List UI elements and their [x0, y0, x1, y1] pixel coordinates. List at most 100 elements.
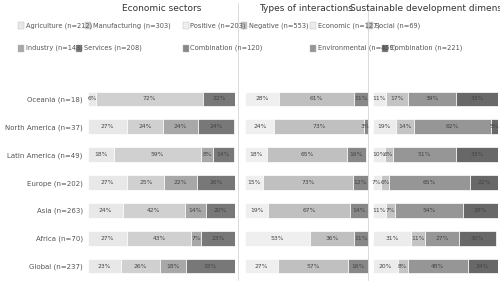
- Text: 14%: 14%: [188, 208, 202, 213]
- Bar: [372, 203, 386, 218]
- Bar: [278, 259, 348, 273]
- Text: 65%: 65%: [422, 180, 436, 185]
- Text: 28%: 28%: [474, 208, 486, 213]
- Bar: [264, 175, 353, 190]
- Bar: [280, 92, 354, 106]
- Text: 33%: 33%: [470, 152, 484, 157]
- Text: 11%: 11%: [354, 236, 368, 241]
- Bar: [245, 203, 268, 218]
- Text: 24%: 24%: [209, 124, 222, 129]
- Text: 11%: 11%: [372, 208, 386, 213]
- Text: 65%: 65%: [300, 152, 314, 157]
- Bar: [88, 259, 122, 273]
- Text: 57%: 57%: [306, 264, 320, 269]
- Bar: [198, 119, 234, 134]
- Text: 28%: 28%: [256, 96, 269, 101]
- Text: 30%: 30%: [471, 236, 484, 241]
- Text: 16%: 16%: [350, 152, 363, 157]
- Text: 43%: 43%: [152, 236, 166, 241]
- Text: 11%: 11%: [412, 236, 425, 241]
- Bar: [245, 259, 278, 273]
- Bar: [88, 175, 128, 190]
- Bar: [186, 259, 235, 273]
- Bar: [396, 119, 414, 134]
- Text: Economic (n=127): Economic (n=127): [318, 22, 380, 29]
- Text: 12%: 12%: [354, 180, 367, 185]
- Bar: [274, 119, 364, 134]
- Text: Industry (n=143): Industry (n=143): [26, 45, 82, 51]
- Bar: [185, 203, 206, 218]
- Text: 10%: 10%: [372, 152, 386, 157]
- Text: 48%: 48%: [431, 264, 444, 269]
- Bar: [468, 259, 498, 273]
- Bar: [408, 92, 456, 106]
- Text: 26%: 26%: [209, 180, 222, 185]
- Text: Environmental (n=459): Environmental (n=459): [318, 45, 396, 51]
- Text: 39%: 39%: [425, 96, 438, 101]
- Bar: [128, 231, 191, 246]
- Bar: [245, 119, 274, 134]
- Bar: [456, 92, 498, 106]
- Bar: [372, 147, 385, 162]
- Bar: [196, 175, 235, 190]
- Bar: [202, 92, 235, 106]
- Bar: [386, 203, 395, 218]
- Bar: [382, 175, 389, 190]
- Text: 31%: 31%: [385, 236, 398, 241]
- Bar: [386, 92, 407, 106]
- Text: Social (n=69): Social (n=69): [376, 22, 420, 29]
- Bar: [372, 259, 398, 273]
- Text: 18%: 18%: [250, 152, 262, 157]
- Text: 27%: 27%: [435, 236, 448, 241]
- Text: 33%: 33%: [470, 96, 484, 101]
- Text: 27%: 27%: [255, 264, 268, 269]
- Text: Combination (n=120): Combination (n=120): [190, 45, 263, 51]
- Text: Negative (n=553): Negative (n=553): [249, 22, 308, 29]
- Bar: [372, 175, 382, 190]
- Text: 24%: 24%: [476, 264, 489, 269]
- Text: 14%: 14%: [216, 152, 230, 157]
- Text: 27%: 27%: [100, 180, 114, 185]
- Text: 3%: 3%: [361, 124, 370, 129]
- Text: 62%: 62%: [446, 124, 459, 129]
- Bar: [491, 119, 498, 134]
- Bar: [462, 203, 498, 218]
- Text: 6%: 6%: [384, 152, 394, 157]
- Bar: [123, 203, 185, 218]
- Bar: [408, 259, 468, 273]
- Bar: [395, 203, 462, 218]
- Text: 25%: 25%: [139, 180, 152, 185]
- Bar: [372, 119, 396, 134]
- Text: 67%: 67%: [302, 208, 316, 213]
- Text: Combination (n=221): Combination (n=221): [390, 45, 462, 51]
- Bar: [201, 231, 235, 246]
- Text: 27%: 27%: [100, 124, 114, 129]
- Text: 72%: 72%: [142, 96, 156, 101]
- Text: 22%: 22%: [477, 180, 490, 185]
- Text: 36%: 36%: [326, 236, 338, 241]
- Text: 8%: 8%: [398, 264, 407, 269]
- Text: Types of interactions: Types of interactions: [260, 4, 353, 13]
- Bar: [122, 259, 160, 273]
- Text: 24%: 24%: [138, 124, 151, 129]
- Bar: [392, 147, 456, 162]
- Text: 24%: 24%: [98, 208, 112, 213]
- Text: 20%: 20%: [214, 208, 227, 213]
- Text: 20%: 20%: [378, 264, 392, 269]
- Text: Economic sectors: Economic sectors: [122, 4, 201, 13]
- Bar: [128, 175, 164, 190]
- Bar: [310, 231, 354, 246]
- Text: 19%: 19%: [378, 124, 391, 129]
- Text: 23%: 23%: [98, 264, 111, 269]
- Bar: [191, 231, 201, 246]
- Text: 23%: 23%: [212, 236, 224, 241]
- Text: 22%: 22%: [174, 180, 187, 185]
- Bar: [348, 259, 368, 273]
- Text: 15%: 15%: [248, 180, 261, 185]
- Bar: [88, 231, 128, 246]
- Text: 14%: 14%: [398, 124, 411, 129]
- Text: 27%: 27%: [100, 236, 114, 241]
- Bar: [470, 175, 498, 190]
- Text: 24%: 24%: [253, 124, 266, 129]
- Bar: [346, 147, 366, 162]
